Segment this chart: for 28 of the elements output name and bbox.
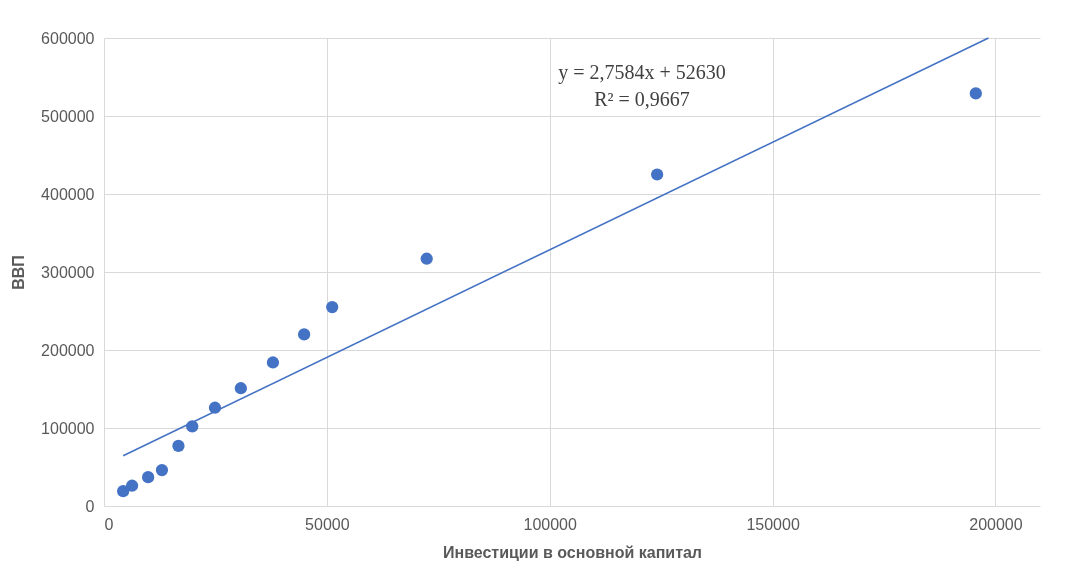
point [234,382,247,395]
y-tick-label: 500000 [41,107,95,125]
point [155,464,169,477]
point [125,479,139,492]
point [420,252,433,265]
x-tick-label: 200000 [969,515,1023,533]
point [651,168,664,181]
point [266,356,280,369]
point [117,485,130,498]
point [969,87,982,100]
point [298,328,311,341]
y-tick-label: 600000 [41,29,95,47]
y-tick-label: 400000 [41,185,95,203]
x-tick-label: 50000 [305,515,350,533]
y-tick-label: 100000 [41,419,95,437]
y-tick-label: 300000 [41,263,95,281]
point [142,471,155,484]
annotation: y = 2,7584x + 52630 [558,61,726,84]
x-tick-label: 150000 [746,515,800,533]
y-tick-label: 0 [85,497,95,515]
y-tick-label: 200000 [41,341,95,359]
point [172,439,185,453]
y-axis-title: ВВП [10,255,28,290]
x-axis-title: Инвестиции в основной капитал [442,543,703,561]
x-tick-label: 0 [104,515,114,533]
x-tick-label: 100000 [523,515,578,533]
point [326,300,339,314]
annotation: R² = 0,9667 [594,88,690,110]
